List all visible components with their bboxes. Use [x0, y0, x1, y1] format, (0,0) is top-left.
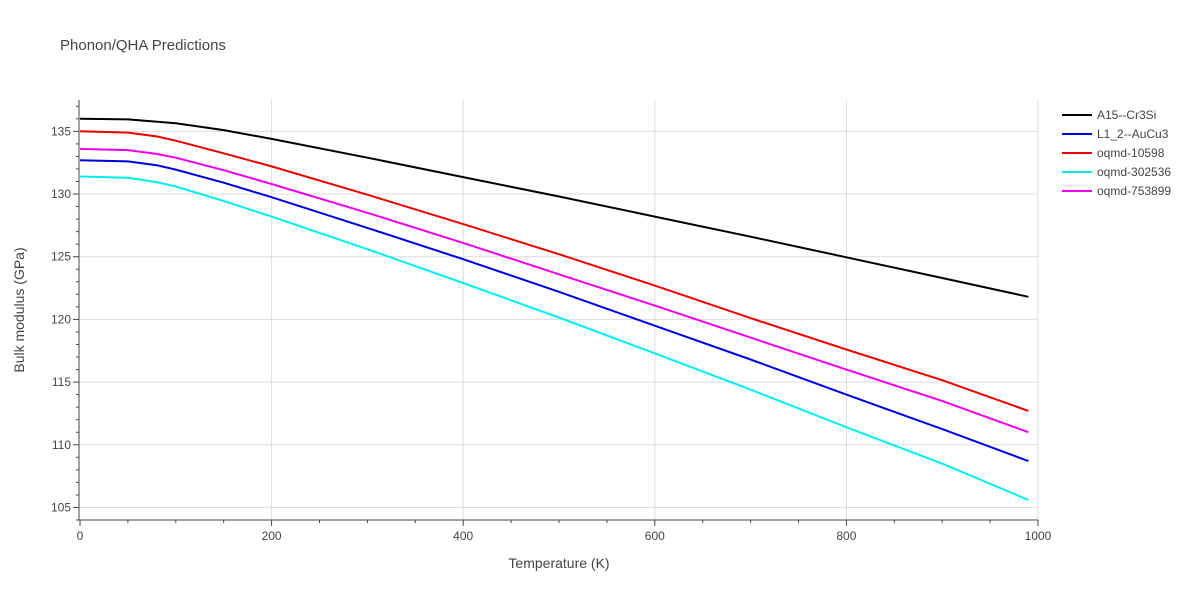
legend-item-2[interactable]: L1_2--AuCu3: [1062, 127, 1169, 141]
series-layer: [79, 117, 1029, 501]
x-tick-label: 0: [77, 529, 84, 543]
y-axis-title: Bulk modulus (GPa): [11, 247, 27, 372]
x-tick-label: 1000: [1025, 529, 1052, 543]
legend[interactable]: A15--Cr3Si L1_2--AuCu3 oqmd-10598 oqmd-3025…: [1062, 108, 1171, 198]
legend-item-5[interactable]: oqmd-753899: [1062, 184, 1171, 198]
x-tick-label: 800: [836, 529, 856, 543]
x-tick-label: 600: [645, 529, 665, 543]
y-tick-label: 115: [52, 375, 71, 389]
series-line-1: [79, 117, 1029, 298]
y-tick-label: 120: [51, 312, 71, 326]
y-tick-label: 105: [51, 500, 71, 514]
series-line-5: [79, 147, 1029, 434]
legend-label: oqmd-753899: [1097, 184, 1171, 198]
grid: [80, 100, 1039, 520]
y-tick-label: 110: [52, 438, 71, 452]
legend-label: oqmd-10598: [1097, 146, 1165, 160]
legend-label: oqmd-302536: [1097, 165, 1171, 179]
legend-item-3[interactable]: oqmd-10598: [1062, 146, 1165, 160]
x-axis-title: Temperature (K): [508, 555, 609, 571]
series-line-2: [79, 159, 1029, 463]
series-line-4: [79, 175, 1029, 501]
y-tick-label: 130: [51, 187, 71, 201]
legend-item-4[interactable]: oqmd-302536: [1062, 165, 1171, 179]
x-tick-label: 400: [453, 529, 473, 543]
chart-title: Phonon/QHA Predictions: [60, 37, 226, 54]
y-tick-label: 125: [51, 250, 71, 264]
series-line-3: [79, 130, 1029, 412]
legend-item-1[interactable]: A15--Cr3Si: [1062, 108, 1156, 122]
axes: 0 200 400 600 800 1000 105 110 115 120 125 130 135: [51, 100, 1052, 543]
y-tick-label: 135: [51, 124, 71, 138]
legend-label: A15--Cr3Si: [1097, 108, 1156, 122]
legend-label: L1_2--AuCu3: [1097, 127, 1169, 141]
x-tick-label: 200: [262, 529, 282, 543]
